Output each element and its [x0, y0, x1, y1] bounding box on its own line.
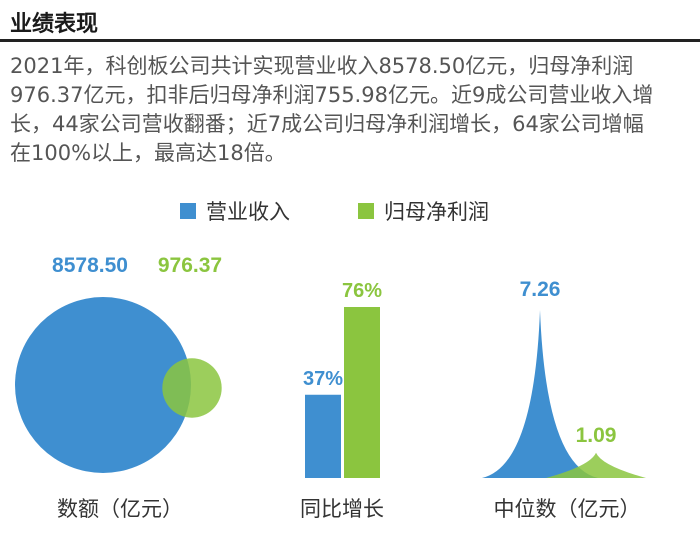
- panel-xlabel-growth: 同比增长: [300, 497, 384, 521]
- bar-label-revenue-growth: 37%: [303, 368, 343, 390]
- bubble-label-net-profit: 976.37: [158, 254, 222, 277]
- legend-swatch-revenue: [180, 203, 196, 219]
- chart-legend: 营业收入 归母净利润: [0, 196, 700, 226]
- legend-label-net-profit: 归母净利润: [384, 200, 489, 224]
- legend-swatch-net-profit: [358, 203, 374, 219]
- summary-line: 976.37亿元，扣非后归母净利润755.98亿元。近9成公司营业收入增: [10, 83, 654, 107]
- summary-paragraph: 2021年，科创板公司共计实现营业收入8578.50亿元，归母净利润 976.37…: [10, 52, 700, 168]
- bar-label-net-profit-growth: 76%: [342, 280, 382, 302]
- panel-xlabel-median: 中位数（亿元）: [494, 497, 641, 521]
- section-title: 业绩表现: [10, 12, 99, 37]
- area-label-median-revenue: 7.26: [520, 278, 561, 301]
- area-median-net-profit: [546, 452, 646, 478]
- bubble-label-revenue: 8578.50: [52, 254, 128, 277]
- bubble-revenue: [15, 297, 191, 473]
- area-label-median-net-profit: 1.09: [576, 424, 617, 447]
- bar-revenue-growth: [305, 394, 341, 478]
- summary-line: 在100%以上，最高达18倍。: [10, 141, 286, 165]
- legend-item-net-profit: 归母净利润: [358, 196, 489, 226]
- title-divider: [0, 39, 700, 42]
- panel-xlabel-amount: 数额（亿元）: [57, 497, 183, 521]
- bubble-net-profit: [162, 358, 222, 418]
- legend-label-revenue: 营业收入: [206, 200, 290, 224]
- bar-net-profit-growth: [344, 307, 380, 478]
- legend-item-revenue: 营业收入: [180, 196, 290, 226]
- summary-line: 长，44家公司营收翻番；近7成公司归母净利润增长，64家公司增幅: [10, 112, 644, 136]
- summary-line: 2021年，科创板公司共计实现营业收入8578.50亿元，归母净利润: [10, 54, 634, 78]
- area-median-revenue: [482, 310, 598, 478]
